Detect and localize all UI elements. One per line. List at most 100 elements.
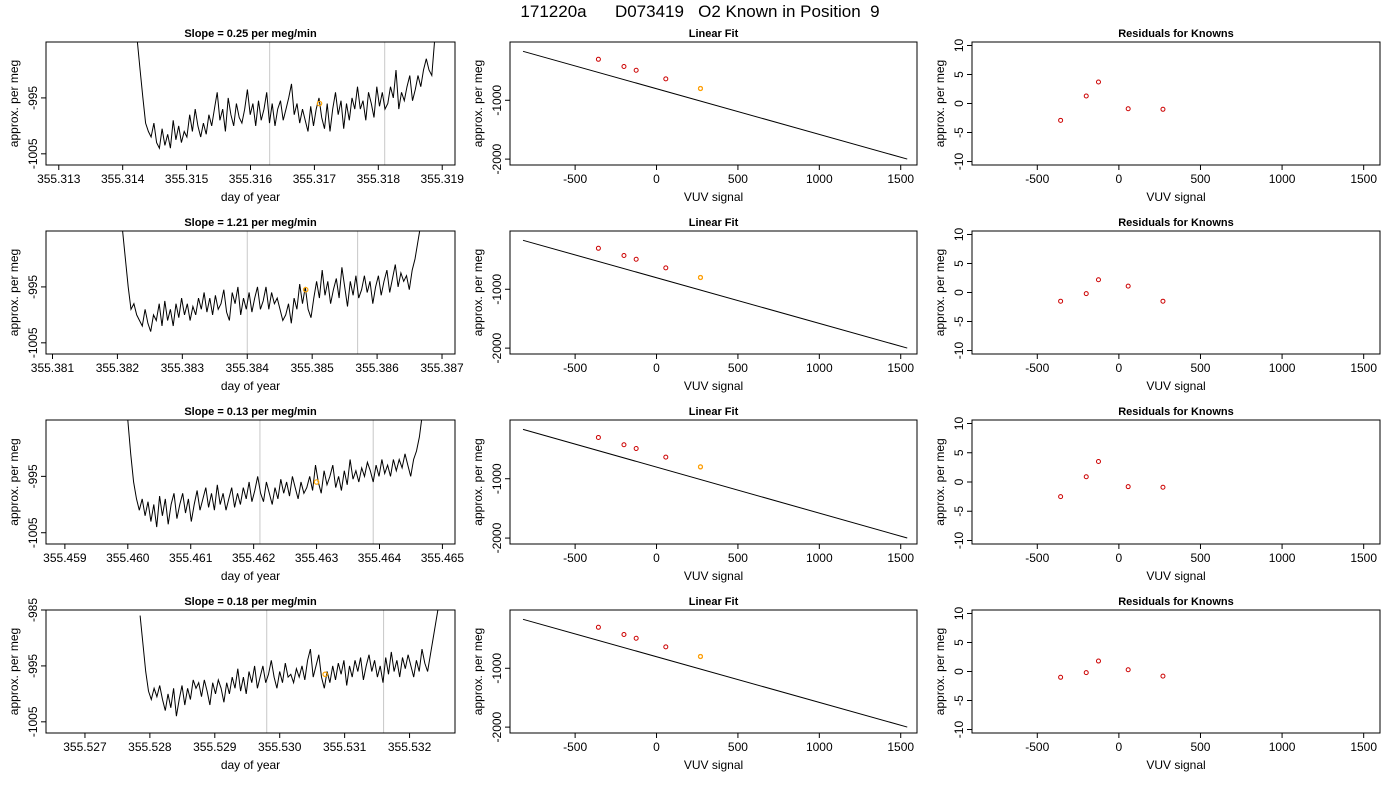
plot-frame	[971, 419, 1381, 545]
y-tick-label: 0	[952, 668, 966, 675]
x-tick-label: 1000	[1269, 740, 1296, 754]
y-axis-label: approx. per meg	[933, 249, 947, 336]
data-point	[663, 76, 669, 82]
y-tick-label: -1000	[490, 85, 504, 116]
y-tick-label: 0	[952, 478, 966, 485]
fit-line	[522, 50, 908, 160]
x-tick-label: 355.385	[290, 361, 334, 375]
x-tick-label: 0	[1116, 172, 1123, 186]
y-tick-label: -1005	[26, 327, 40, 358]
x-tick-label: 355.384	[226, 361, 270, 375]
x-axis-label: VUV signal	[684, 758, 743, 772]
y-axis-label: approx. per meg	[471, 60, 485, 147]
x-tick-label: -500	[1025, 551, 1049, 565]
panel-title: Linear Fit	[689, 406, 739, 418]
x-axis-label: VUV signal	[1146, 190, 1205, 204]
x-tick-label: -500	[1025, 740, 1049, 754]
x-tick-label: 1000	[806, 172, 833, 186]
data-point	[1058, 674, 1064, 680]
x-tick-label: 0	[1116, 740, 1123, 754]
x-tick-label: 355.381	[31, 361, 75, 375]
panel-1-3: Residuals for Knowns -500 0 500 1000 1500 -10 -…	[933, 28, 1381, 204]
y-tick-label: -2000	[490, 522, 504, 553]
x-tick-label: 355.532	[388, 740, 432, 754]
x-tick-label: 355.527	[63, 740, 107, 754]
y-tick-label: -5	[952, 506, 966, 517]
panel-title: Slope = 0.18 per meg/min	[184, 596, 317, 608]
x-axis-label: VUV signal	[684, 379, 743, 393]
x-tick-label: 1000	[806, 551, 833, 565]
x-tick-label: 500	[1190, 361, 1210, 375]
data-point	[1125, 667, 1131, 673]
data-point	[1083, 474, 1089, 480]
current-marker	[322, 671, 328, 678]
x-tick-label: 355.386	[355, 361, 399, 375]
x-tick-label: 1000	[1269, 172, 1296, 186]
data-point	[1095, 277, 1101, 283]
x-tick-label: 355.529	[193, 740, 237, 754]
x-tick-label: 500	[1190, 551, 1210, 565]
y-tick-label: 10	[952, 417, 966, 431]
x-tick-label: -500	[1025, 172, 1049, 186]
x-tick-label: 355.463	[295, 551, 339, 565]
y-axis-label: approx. per meg	[471, 628, 485, 715]
data-point	[1160, 298, 1166, 304]
x-tick-label: 500	[728, 740, 748, 754]
plot-frame	[45, 230, 456, 355]
x-tick-label: 355.465	[421, 551, 465, 565]
y-axis-label: approx. per meg	[471, 249, 485, 336]
fit-line	[522, 239, 908, 349]
data-point	[663, 454, 669, 460]
data-point	[1095, 658, 1101, 664]
data-point	[621, 253, 627, 259]
data-point	[1125, 106, 1131, 112]
x-tick-label: 355.459	[43, 551, 87, 565]
panel-title: Slope = 1.21 per meg/min	[184, 217, 317, 229]
data-point	[1095, 459, 1101, 465]
x-tick-label: 355.316	[229, 172, 273, 186]
data-point	[1125, 283, 1131, 289]
y-tick-label: 10	[952, 606, 966, 620]
y-axis-label: approx. per meg	[471, 438, 485, 525]
x-tick-label: 355.460	[106, 551, 150, 565]
panel-1-1: Slope = 0.25 per meg/min 355.313 355.314 35…	[7, 28, 464, 204]
x-tick-label: -500	[563, 740, 587, 754]
x-tick-label: 0	[1116, 361, 1123, 375]
x-tick-label: 355.314	[101, 172, 145, 186]
fit-line	[522, 618, 908, 728]
x-tick-label: 355.462	[232, 551, 276, 565]
y-tick-label: -1005	[26, 706, 40, 737]
panel-title: Residuals for Knowns	[1118, 28, 1234, 40]
y-axis-label: approx. per meg	[933, 438, 947, 525]
panel-2-2: Linear Fit -500 0 500 1000 1500 -1000 -2000 VUV …	[471, 217, 918, 393]
data-point	[595, 434, 601, 440]
y-tick-label: 10	[952, 227, 966, 241]
x-axis-label: day of year	[221, 758, 280, 772]
y-tick-label: -5	[952, 127, 966, 138]
panel-title: Residuals for Knowns	[1118, 596, 1234, 608]
panel-title: Linear Fit	[689, 596, 739, 608]
panel-3-3: Residuals for Knowns -500 0 500 1000 1500 -10 -…	[933, 406, 1381, 583]
x-tick-label: 355.461	[169, 551, 213, 565]
y-tick-label: -1000	[490, 463, 504, 494]
data-point	[1058, 298, 1064, 304]
x-tick-label: 355.383	[161, 361, 205, 375]
plot-frame	[45, 419, 456, 545]
plot-frame	[509, 41, 918, 166]
data-point	[1083, 93, 1089, 99]
series-line	[139, 610, 439, 717]
data-point	[621, 632, 627, 638]
x-axis-label: day of year	[221, 379, 280, 393]
y-axis-label: approx. per meg	[7, 60, 21, 147]
y-tick-label: -10	[952, 342, 966, 360]
panel-title: Slope = 0.25 per meg/min	[184, 28, 317, 40]
panel-4-2: Linear Fit -500 0 500 1000 1500 -1000 -2000 VUV …	[471, 596, 918, 772]
x-tick-label: 1000	[1269, 551, 1296, 565]
y-tick-label: -2000	[490, 711, 504, 742]
data-point	[663, 644, 669, 650]
plot-frame	[45, 609, 456, 734]
x-tick-label: 355.317	[293, 172, 337, 186]
y-axis-label: approx. per meg	[933, 60, 947, 147]
y-tick-label: -5	[952, 316, 966, 327]
